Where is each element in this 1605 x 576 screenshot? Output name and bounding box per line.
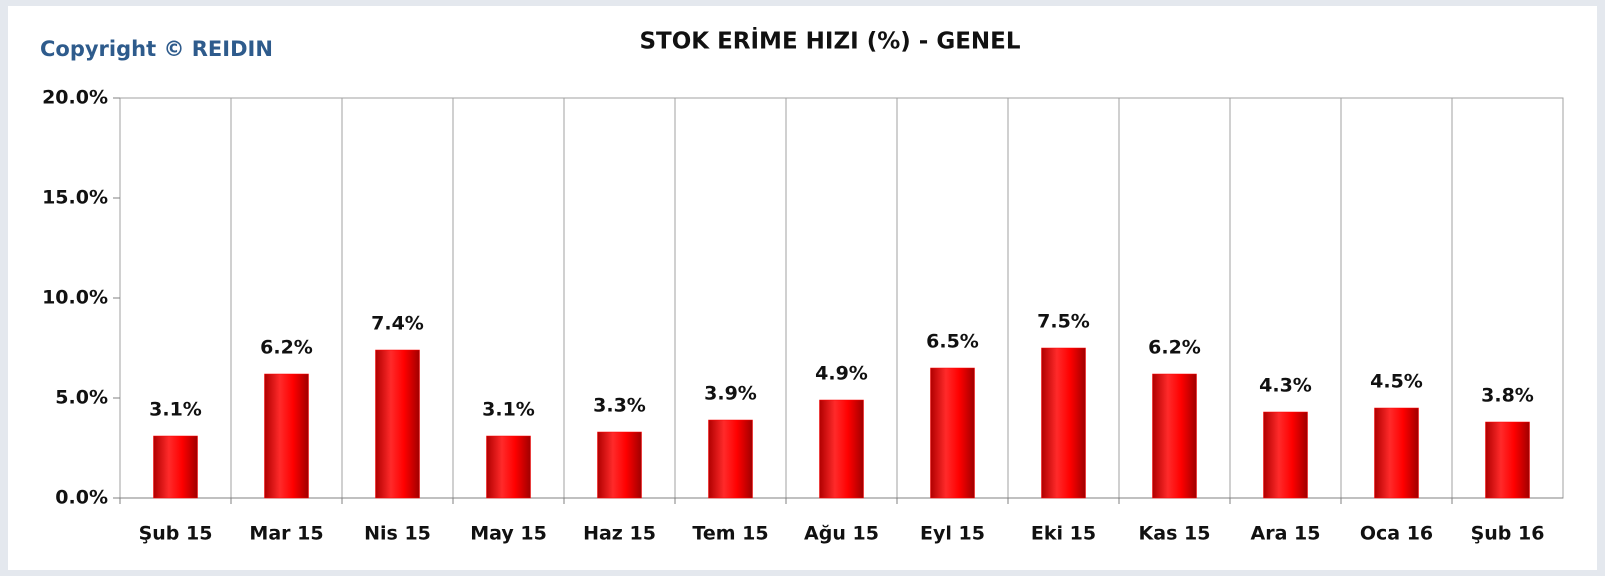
bar	[708, 419, 753, 499]
value-label: 3.1%	[149, 399, 202, 421]
x-tick-label: Ağu 15	[804, 523, 879, 545]
x-tick-label: Eki 15	[1031, 523, 1096, 545]
x-tick-label: Kas 15	[1139, 523, 1211, 545]
value-label: 4.3%	[1259, 375, 1312, 397]
x-tick-label: Eyl 15	[920, 523, 985, 545]
x-tick-label: Mar 15	[249, 523, 323, 545]
value-label: 4.5%	[1370, 371, 1423, 393]
y-tick-label: 10.0%	[42, 287, 108, 309]
bar	[264, 373, 309, 499]
x-tick-label: Şub 16	[1471, 523, 1545, 545]
value-label: 6.5%	[926, 331, 979, 353]
bar	[153, 435, 198, 499]
bar	[1152, 373, 1197, 499]
copyright: Copyright © REIDIN	[40, 37, 273, 61]
value-label: 3.9%	[704, 383, 757, 405]
x-tick-label: Şub 15	[139, 523, 213, 545]
bar	[1263, 411, 1308, 499]
y-tick-label: 0.0%	[55, 487, 108, 509]
y-tick-label: 5.0%	[55, 387, 108, 409]
y-tick-label: 15.0%	[42, 187, 108, 209]
bar	[1041, 347, 1086, 499]
x-tick-label: Haz 15	[583, 523, 656, 545]
bar	[930, 367, 975, 499]
bar	[819, 399, 864, 499]
y-tick-label: 20.0%	[42, 87, 108, 109]
x-tick-label: May 15	[470, 523, 547, 545]
value-label: 3.3%	[593, 395, 646, 417]
bar	[375, 349, 420, 499]
x-tick-label: Ara 15	[1251, 523, 1321, 545]
value-label: 3.8%	[1481, 385, 1534, 407]
value-label: 6.2%	[1148, 337, 1201, 359]
value-label: 7.4%	[371, 313, 424, 335]
bar	[486, 435, 531, 499]
bar	[1485, 421, 1530, 499]
value-label: 7.5%	[1037, 311, 1090, 333]
chart-area	[8, 6, 1597, 570]
value-label: 3.1%	[482, 399, 535, 421]
value-label: 4.9%	[815, 363, 868, 385]
x-tick-label: Nis 15	[364, 523, 431, 545]
x-tick-label: Oca 16	[1360, 523, 1433, 545]
value-label: 6.2%	[260, 337, 313, 359]
chart-title: STOK ERİME HIZI (%) - GENEL	[639, 27, 1020, 55]
x-tick-label: Tem 15	[692, 523, 768, 545]
bar	[597, 431, 642, 499]
bar	[1374, 407, 1419, 499]
